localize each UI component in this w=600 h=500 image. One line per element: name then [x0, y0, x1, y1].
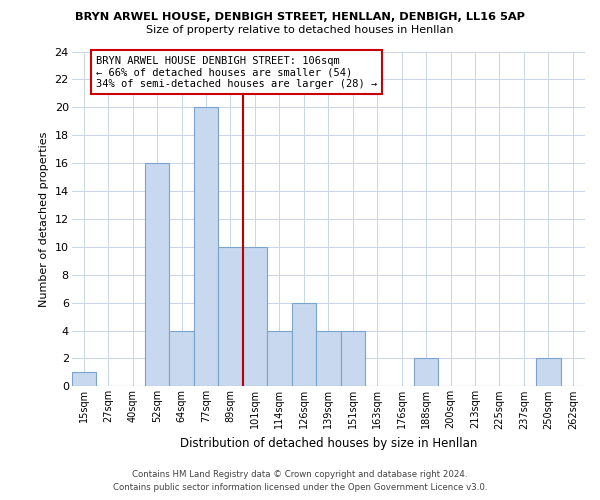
- Bar: [218, 247, 243, 386]
- Text: Size of property relative to detached houses in Henllan: Size of property relative to detached ho…: [146, 25, 454, 35]
- Text: Contains HM Land Registry data © Crown copyright and database right 2024.
Contai: Contains HM Land Registry data © Crown c…: [113, 470, 487, 492]
- Text: BRYN ARWEL HOUSE, DENBIGH STREET, HENLLAN, DENBIGH, LL16 5AP: BRYN ARWEL HOUSE, DENBIGH STREET, HENLLA…: [75, 12, 525, 22]
- Bar: [316, 330, 341, 386]
- X-axis label: Distribution of detached houses by size in Henllan: Distribution of detached houses by size …: [179, 437, 477, 450]
- Bar: [292, 302, 316, 386]
- Bar: [71, 372, 96, 386]
- Bar: [341, 330, 365, 386]
- Bar: [536, 358, 560, 386]
- Bar: [267, 330, 292, 386]
- Bar: [414, 358, 439, 386]
- Text: BRYN ARWEL HOUSE DENBIGH STREET: 106sqm
← 66% of detached houses are smaller (54: BRYN ARWEL HOUSE DENBIGH STREET: 106sqm …: [96, 56, 377, 89]
- Bar: [194, 108, 218, 386]
- Bar: [243, 247, 267, 386]
- Y-axis label: Number of detached properties: Number of detached properties: [39, 132, 49, 306]
- Bar: [169, 330, 194, 386]
- Bar: [145, 163, 169, 386]
